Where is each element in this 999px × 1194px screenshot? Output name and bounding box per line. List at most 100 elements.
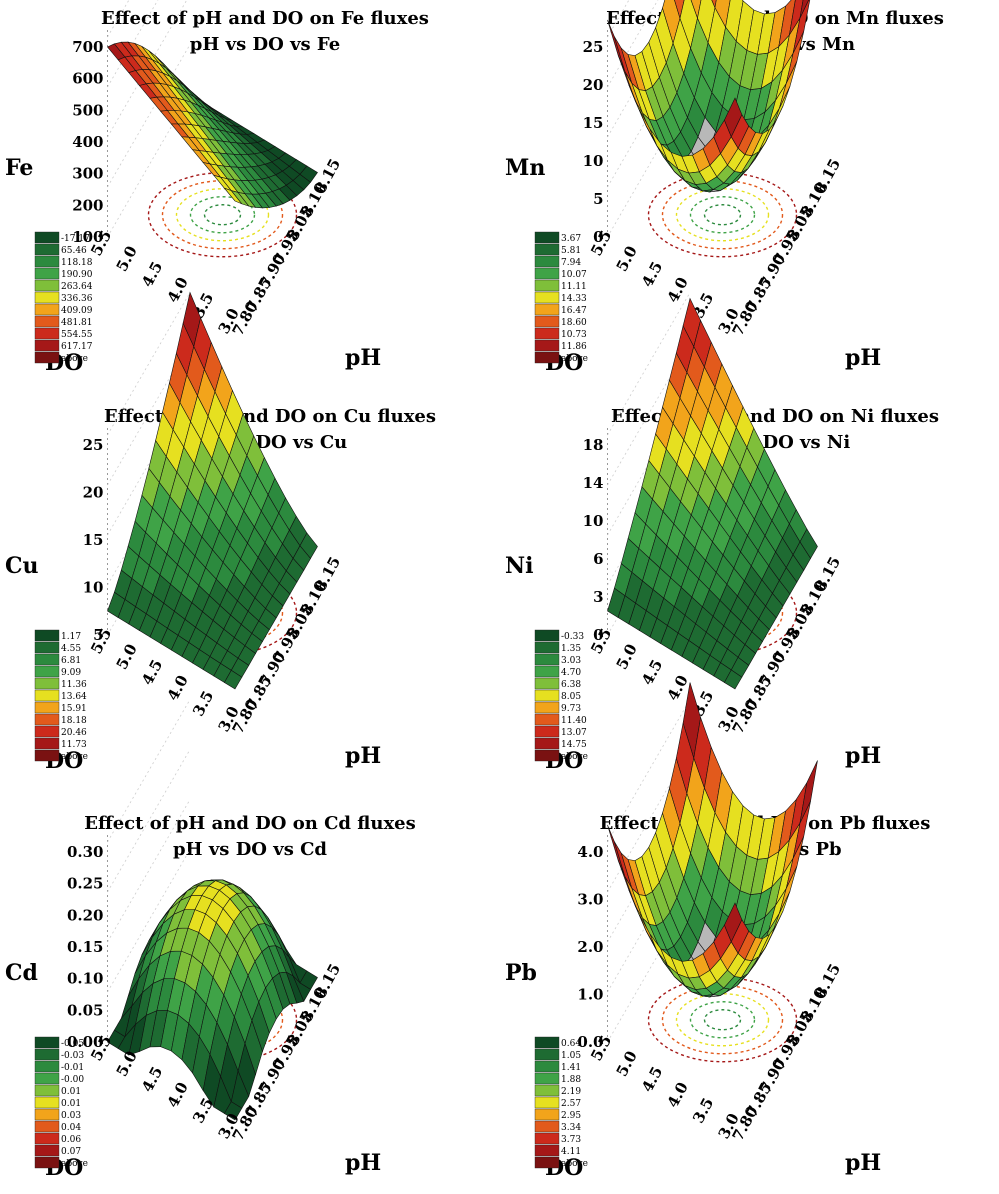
- legend-label: -17.17: [61, 234, 90, 244]
- legend-swatch: [34, 1036, 60, 1049]
- legend-label: 15.91: [61, 704, 87, 714]
- legend-swatch: [534, 1144, 560, 1157]
- z-axis-label: Fe: [5, 155, 33, 181]
- chart-panel-cd: Effect of pH and DO on Cd fluxes pH vs DO…: [5, 699, 416, 1181]
- legend-swatch: [34, 713, 60, 726]
- do-tick-label: 4.0: [164, 1079, 192, 1111]
- z-tick-label: 0.05: [67, 1001, 104, 1019]
- legend-swatch: [534, 1108, 560, 1121]
- legend-label: 1.41: [561, 1063, 581, 1073]
- legend-swatch: [534, 713, 560, 726]
- color-legend: 3.67 5.81 7.94 10.07 11.11 14.33 16.47 18.60 10.…: [534, 231, 588, 364]
- z-tick-label: 20: [583, 76, 604, 94]
- ph-tick-label: 8.15: [311, 554, 344, 595]
- ph-tick-label: 8.15: [811, 156, 844, 197]
- legend-swatch: [34, 231, 60, 244]
- z-tick-label: 2.0: [577, 938, 603, 956]
- do-tick-label: 5.0: [113, 243, 141, 275]
- legend-label: 1.05: [561, 1051, 581, 1061]
- floor-contour: [161, 180, 284, 250]
- legend-swatch: [34, 1072, 60, 1085]
- legend-label: 4.11: [561, 1147, 581, 1157]
- legend-label: 13.07: [561, 728, 587, 738]
- legend-swatch: [534, 1120, 560, 1133]
- legend-swatch: [34, 291, 60, 304]
- z-tick-label: 3.0: [577, 891, 603, 909]
- legend-swatch: [534, 1156, 560, 1169]
- floor-contour: [189, 196, 256, 234]
- legend-label: 481.81: [61, 318, 93, 328]
- legend-swatch: [534, 1036, 560, 1049]
- legend-swatch: [534, 279, 560, 292]
- do-tick-label: 4.5: [638, 657, 666, 689]
- legend-label: above: [561, 1159, 588, 1169]
- legend-swatch: [534, 255, 560, 268]
- z-tick-label: 1.0: [577, 986, 603, 1004]
- legend-swatch: [34, 665, 60, 678]
- ph-tick-label: 8.15: [311, 156, 344, 197]
- legend-label: 118.18: [61, 258, 93, 268]
- surface-cell: [799, 760, 818, 824]
- legend-swatch: [34, 1144, 60, 1157]
- legend-swatch: [34, 255, 60, 268]
- x-axis-label: pH: [345, 345, 381, 371]
- legend-label: 0.01: [61, 1087, 81, 1097]
- z-tick-label: 5: [593, 190, 603, 208]
- legend-swatch: [534, 677, 560, 690]
- legend-swatch: [34, 351, 60, 364]
- legend-label: 9.09: [61, 668, 81, 678]
- legend-swatch: [34, 641, 60, 654]
- legend-label: 1.35: [561, 644, 581, 654]
- color-legend: -0.33 1.35 3.03 4.70 6.38 8.05 9.73 11.40 13.07 1…: [534, 629, 588, 762]
- legend-label: 0.04: [61, 1123, 81, 1133]
- legend-label: 2.57: [561, 1099, 581, 1109]
- z-tick-label: 3: [593, 588, 603, 606]
- legend-swatch: [534, 653, 560, 666]
- z-tick-label: 10: [83, 579, 104, 597]
- do-tick-label: 5.5: [87, 625, 115, 657]
- legend-label: 0.64: [561, 1039, 581, 1049]
- legend-swatch: [534, 339, 560, 352]
- legend-label: 6.38: [561, 680, 581, 690]
- legend-label: 6.81: [61, 656, 81, 666]
- legend-swatch: [34, 243, 60, 256]
- legend-swatch: [34, 1132, 60, 1145]
- surface-mesh: [107, 41, 318, 209]
- floor-contour: [703, 1009, 742, 1031]
- z-axis-label: Ni: [505, 553, 533, 579]
- do-tick-label: 4.5: [638, 1064, 666, 1096]
- legend-label: 14.75: [561, 740, 587, 750]
- z-tick-label: 5: [93, 626, 103, 644]
- color-legend: -0.05 -0.03 -0.01 -0.00 0.01 0.01 0.03 0.04 0.06…: [34, 1036, 88, 1169]
- z-axis-label: Cd: [5, 960, 38, 986]
- surface-mesh: [607, 0, 811, 193]
- legend-swatch: [534, 1084, 560, 1097]
- legend-label: 10.07: [561, 270, 587, 280]
- legend-swatch: [34, 1108, 60, 1121]
- legend-label: -0.33: [561, 632, 584, 642]
- z-tick-label: 0.0: [577, 1033, 603, 1051]
- legend-swatch: [534, 327, 560, 340]
- legend-swatch: [534, 351, 560, 364]
- legend-label: 13.64: [61, 692, 87, 702]
- z-tick-label: 100: [72, 228, 103, 246]
- chart-title: Effect of pH and DO on Cd fluxes: [84, 813, 416, 834]
- z-tick-label: 600: [72, 70, 103, 88]
- x-axis-label: pH: [845, 1150, 881, 1176]
- legend-label: 263.64: [61, 282, 93, 292]
- floor-contour: [203, 204, 242, 226]
- legend-label: 11.73: [61, 740, 87, 750]
- z-tick-label: 15: [583, 114, 604, 132]
- surface-cell: [299, 970, 318, 990]
- z-tick-label: 4.0: [577, 843, 603, 861]
- floor-contour: [661, 180, 784, 250]
- legend-swatch: [534, 689, 560, 702]
- z-tick-label: 400: [72, 133, 103, 151]
- legend-label: above: [61, 1159, 88, 1169]
- z-axis-label: Pb: [505, 960, 537, 986]
- do-tick-label: 4.5: [138, 259, 166, 291]
- floor-contour: [675, 993, 770, 1047]
- surface-cell: [789, 0, 804, 36]
- legend-swatch: [534, 725, 560, 738]
- do-tick-label: 3.5: [689, 1095, 717, 1127]
